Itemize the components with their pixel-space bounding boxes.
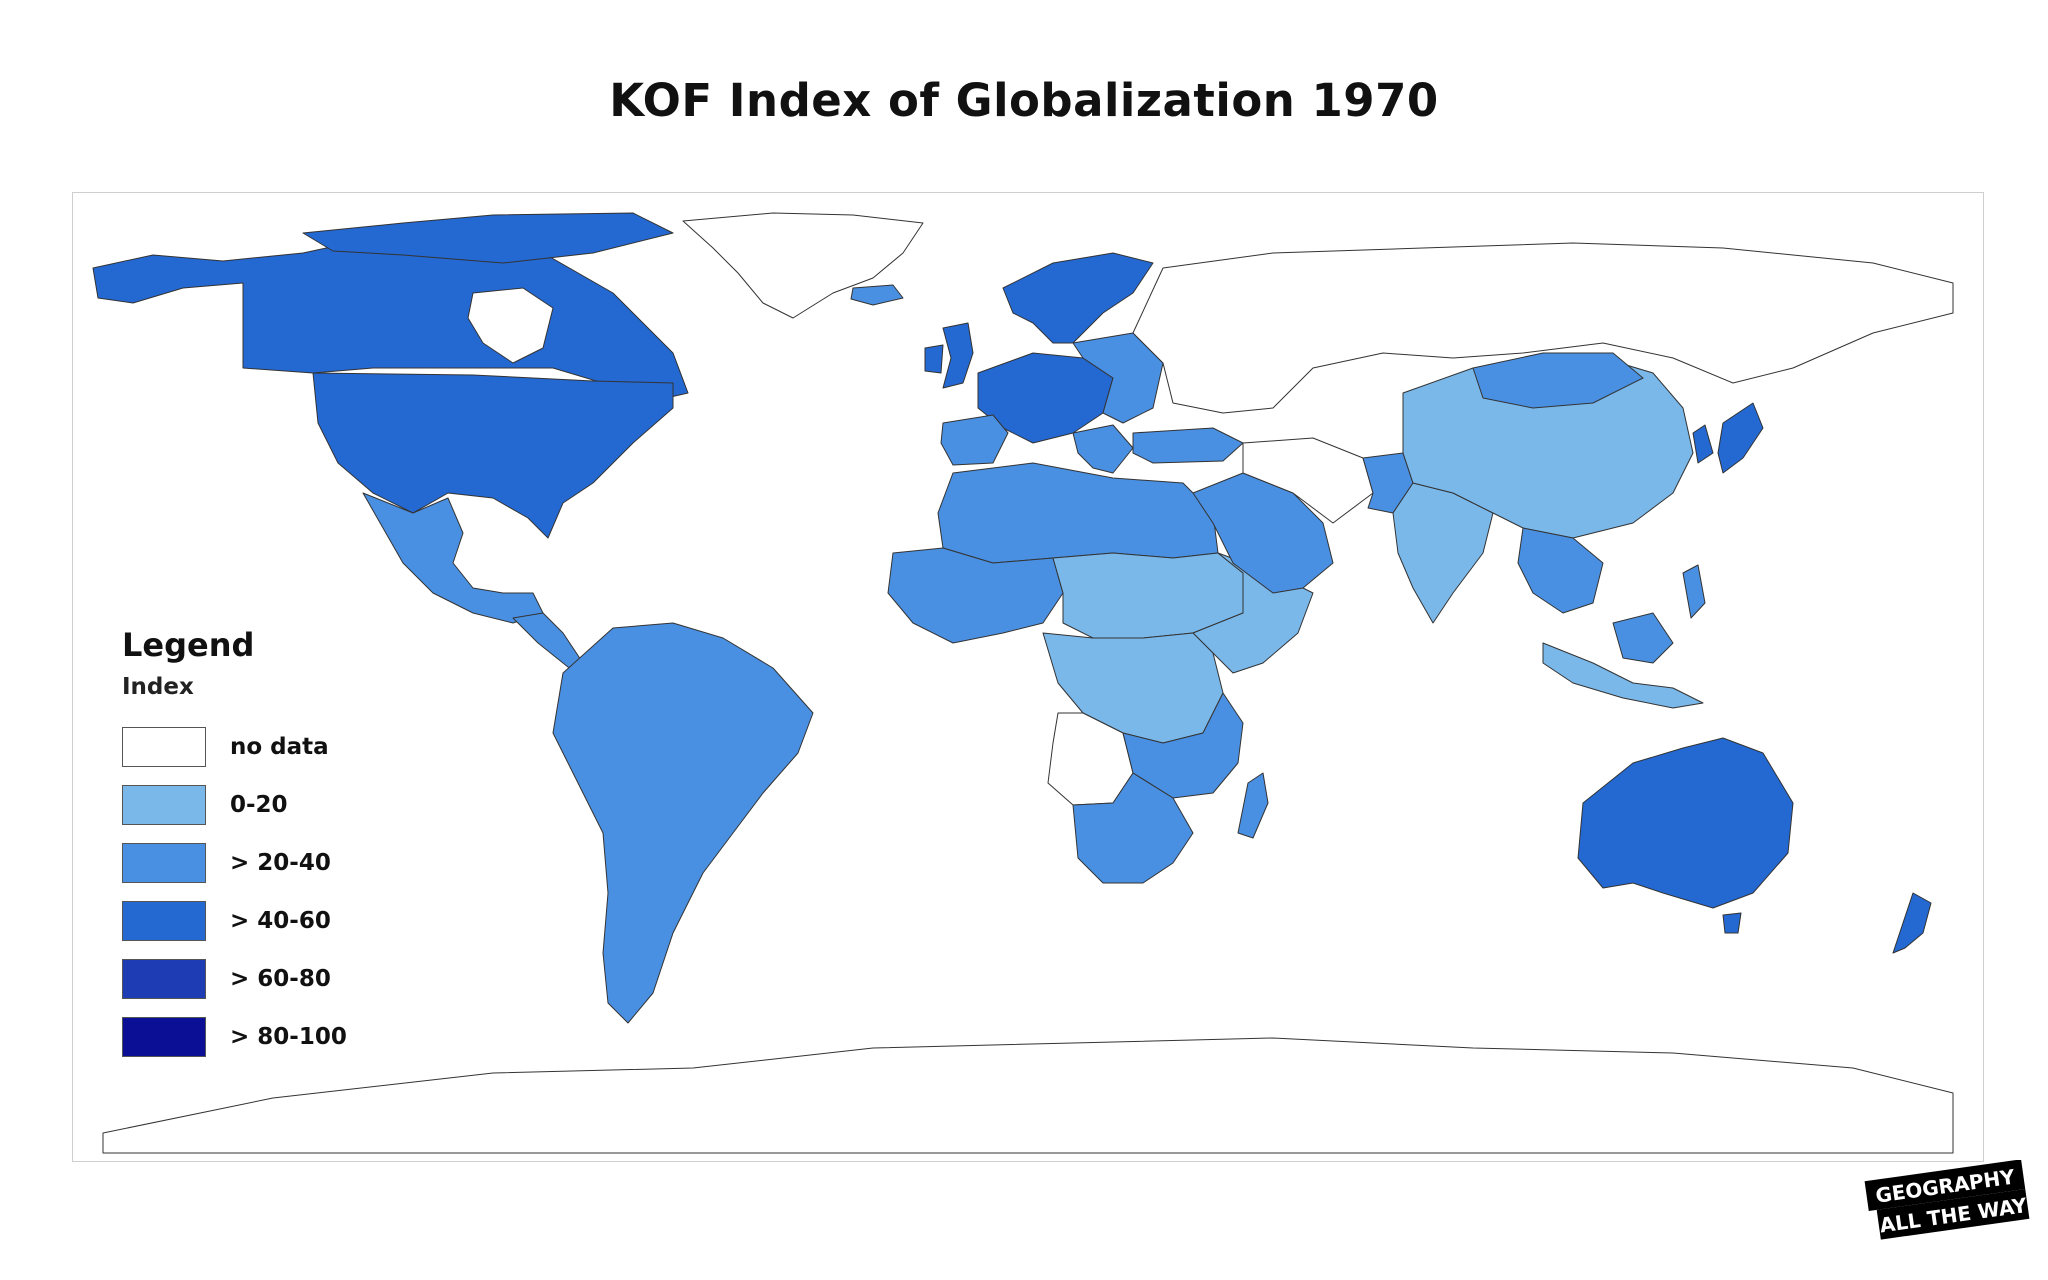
region-borneo [1612,612,1674,664]
region-indonesia [1542,642,1704,709]
region-mongolia [1472,352,1644,409]
legend-item: > 80-100 [122,1008,347,1066]
legend-swatch [122,785,206,825]
world-map [72,192,1984,1162]
region-south-america [552,622,814,1024]
legend-label: > 80-100 [230,1024,347,1050]
legend-swatch [122,1017,206,1057]
region-southern-africa [1072,772,1194,884]
legend-item: 0-20 [122,776,347,834]
region-canada-islands [302,212,674,264]
region-antarctica [102,1037,1954,1154]
region-east-africa [1122,692,1244,799]
legend-label: 0-20 [230,792,288,818]
region-southeast-asia [1517,527,1604,614]
legend-item: no data [122,718,347,776]
region-tasmania [1722,912,1742,934]
legend-item: > 60-80 [122,950,347,1008]
legend-swatch [122,843,206,883]
region-philippines [1682,564,1706,619]
legend-label: no data [230,734,329,760]
region-greenland [682,212,924,319]
region-japan [1717,402,1764,474]
region-new-zealand [1892,892,1932,954]
region-usa [312,372,674,539]
world-map-svg [92,212,1954,1154]
legend-label: > 40-60 [230,908,331,934]
region-iceland [850,284,904,306]
region-hudson-bay [467,287,554,364]
region-korea [1692,424,1714,464]
legend-label: > 60-80 [230,966,331,992]
region-scandinavia [1002,252,1154,344]
region-iberia [940,414,1009,466]
legend-swatch [122,727,206,767]
region-west-africa [887,547,1064,644]
region-ussr [1132,242,1954,414]
map-legend: Legend Index no data 0-20 > 20-40 > 40-6… [122,626,347,1066]
legend-item: > 40-60 [122,892,347,950]
legend-subtitle: Index [122,674,194,700]
region-mexico [362,492,544,624]
region-uk [942,322,974,389]
region-north-africa [937,462,1219,564]
region-australia [1577,737,1794,909]
region-madagascar [1237,772,1269,839]
legend-swatch [122,901,206,941]
region-balkans [1072,424,1134,474]
region-turkey [1132,427,1244,464]
legend-label: > 20-40 [230,850,331,876]
legend-swatch [122,959,206,999]
legend-item: > 20-40 [122,834,347,892]
region-ireland [924,344,944,374]
geography-all-the-way-logo: GEOGRAPHY ALL THE WAY [1864,1160,2030,1240]
region-iran [1242,437,1374,524]
map-title: KOF Index of Globalization 1970 [609,74,1439,127]
legend-title: Legend [122,626,255,664]
